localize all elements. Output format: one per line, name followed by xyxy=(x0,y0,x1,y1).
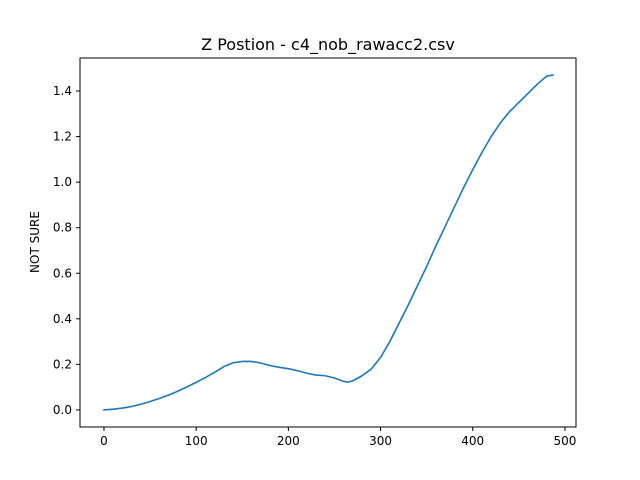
x-tick-label: 300 xyxy=(369,434,392,448)
chart-title: Z Postion - c4_nob_rawacc2.csv xyxy=(201,35,455,55)
y-tick-label: 0.0 xyxy=(53,403,72,417)
y-tick-label: 1.4 xyxy=(53,84,72,98)
y-axis-label: NOT SURE xyxy=(28,211,42,273)
x-tick-label: 500 xyxy=(553,434,576,448)
y-tick-label: 0.6 xyxy=(53,266,72,280)
x-tick-label: 100 xyxy=(185,434,208,448)
x-tick-label: 200 xyxy=(277,434,300,448)
plot-area: 0 100 200 300 400 500 0.0 0.2 0.4 0.6 0.8 1.0 1.2 1.4 xyxy=(53,57,577,448)
y-tick-label: 1.0 xyxy=(53,175,72,189)
y-tick-label: 1.2 xyxy=(53,130,72,144)
x-tick-label: 400 xyxy=(461,434,484,448)
y-tick-label: 0.8 xyxy=(53,221,72,235)
y-tick-label: 0.4 xyxy=(53,312,72,326)
series-line xyxy=(103,74,554,411)
x-tick-label: 0 xyxy=(100,434,108,448)
y-tick-label: 0.2 xyxy=(53,357,72,371)
axes-frame xyxy=(79,57,577,428)
